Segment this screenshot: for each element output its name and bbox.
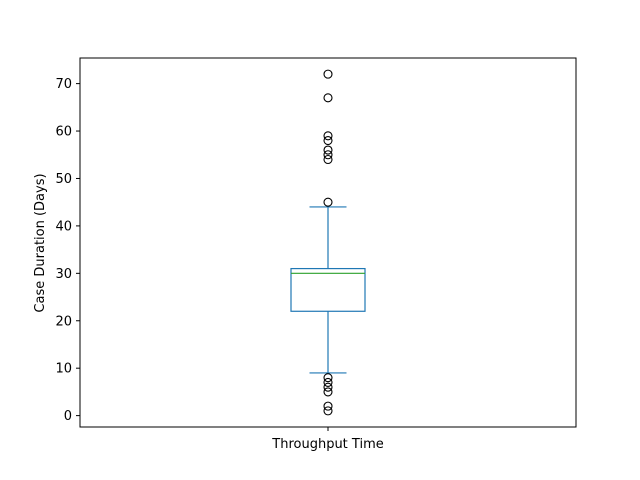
outlier-point	[323, 387, 333, 397]
y-tick-label: 60	[55, 125, 72, 140]
interquartile-box	[290, 267, 366, 312]
y-axis: 0 10 20 30 40 50 60 70	[55, 77, 80, 424]
outlier-point	[323, 135, 333, 146]
y-tick-label: 10	[55, 362, 72, 377]
x-axis: Throughput Time	[271, 427, 384, 452]
outlier-point	[323, 131, 333, 141]
y-tick-label: 20	[55, 314, 72, 329]
outlier-point	[323, 154, 333, 165]
box-plot-marks	[290, 69, 366, 416]
outlier-point	[323, 197, 333, 207]
y-tick-label: 70	[55, 77, 72, 92]
outlier-point	[323, 145, 333, 155]
outlier-point	[323, 377, 333, 387]
y-tick-label: 0	[64, 409, 72, 424]
outlier-point	[323, 69, 333, 79]
outlier-point	[323, 150, 333, 160]
outlier-point	[323, 406, 333, 416]
outlier-point	[323, 382, 333, 392]
y-tick-label: 50	[55, 172, 72, 187]
y-tick-label: 30	[55, 267, 72, 282]
x-tick-label: Throughput Time	[271, 437, 383, 452]
outlier-point	[323, 401, 333, 411]
y-tick-label: 40	[55, 219, 72, 234]
y-axis-label: Case Duration (Days)	[33, 173, 48, 312]
outlier-point	[323, 93, 333, 103]
outlier-point	[323, 373, 333, 383]
